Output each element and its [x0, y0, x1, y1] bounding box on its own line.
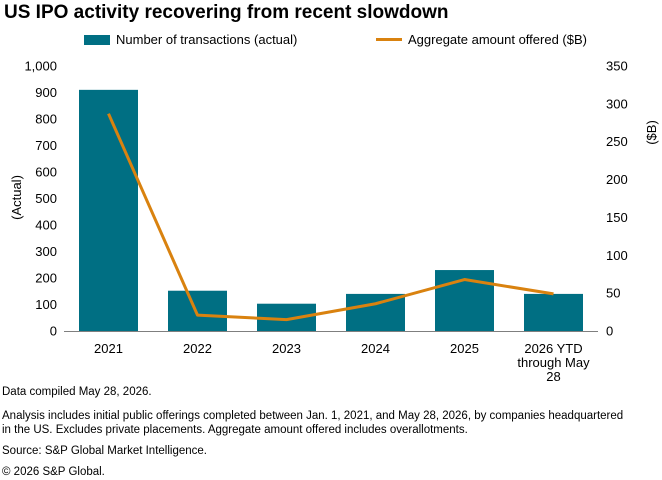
x-tick-label: 2025 [450, 341, 479, 356]
x-tick-label: 2024 [361, 341, 390, 356]
legend-swatch-line [376, 38, 402, 41]
legend-label-amount: Aggregate amount offered ($B) [408, 32, 587, 47]
y-right-tick-label: 50 [606, 286, 620, 301]
note-compiled: Data compiled May 28, 2026. [2, 386, 152, 398]
x-tick-label: 2021 [94, 341, 123, 356]
y-right-axis-title: ($B) [644, 120, 659, 145]
note-source: Source: S&P Global Market Intelligence. [2, 445, 207, 457]
y-left-tick-label: 500 [35, 191, 57, 206]
y-left-tick-label: 300 [35, 244, 57, 259]
note-analysis-1: Analysis includes initial public offerin… [2, 410, 624, 422]
y-right-tick-label: 250 [606, 134, 628, 149]
chart-svg: 0 100 200 300 400 500 600 700 800 900 1,000 0 50 100 1… [9, 59, 659, 385]
y-right-tick-label: 300 [606, 96, 628, 111]
y-right-tick-label: 150 [606, 210, 628, 225]
y-left-tick-label: 900 [35, 85, 57, 100]
y-left-tick-label: 700 [35, 138, 57, 153]
y-left-tick-label: 0 [50, 324, 57, 339]
x-tick-label: 28 [546, 369, 560, 384]
y-left-tick-label: 200 [35, 271, 57, 286]
x-tick-label: through May [517, 355, 590, 370]
legend-item-amount: Aggregate amount offered ($B) [376, 32, 587, 47]
line-series-amount [107, 113, 554, 322]
legend: Number of transactions (actual) Aggregat… [0, 32, 662, 52]
y-left-axis-title: (Actual) [9, 175, 24, 220]
bar [168, 290, 227, 331]
y-right-tick-label: 200 [606, 172, 628, 187]
legend-item-transactions: Number of transactions (actual) [84, 32, 297, 47]
y-right-tick-label: 100 [606, 248, 628, 263]
bar [524, 293, 583, 331]
bar [346, 293, 405, 331]
y-right-tick-label: 350 [606, 59, 628, 74]
note-copyright: © 2026 S&P Global. [2, 466, 105, 478]
note-analysis-2: in the US. Excludes private placements. … [2, 424, 468, 436]
chart-title: US IPO activity recovering from recent s… [4, 2, 449, 23]
y-left-tick-label: 400 [35, 218, 57, 233]
legend-swatch-bar [84, 34, 110, 45]
y-left-tick-label: 600 [35, 165, 57, 180]
x-tick-label: 2022 [183, 341, 212, 356]
y-left-tick-label: 800 [35, 112, 57, 127]
legend-label-transactions: Number of transactions (actual) [116, 32, 298, 47]
x-tick-label: 2026 YTD [524, 341, 582, 356]
x-tick-label: 2023 [272, 341, 301, 356]
bar [79, 89, 138, 331]
y-right-tick-label: 0 [606, 324, 613, 339]
y-left-tick-label: 100 [35, 297, 57, 312]
y-left-tick-label: 1,000 [24, 59, 57, 74]
